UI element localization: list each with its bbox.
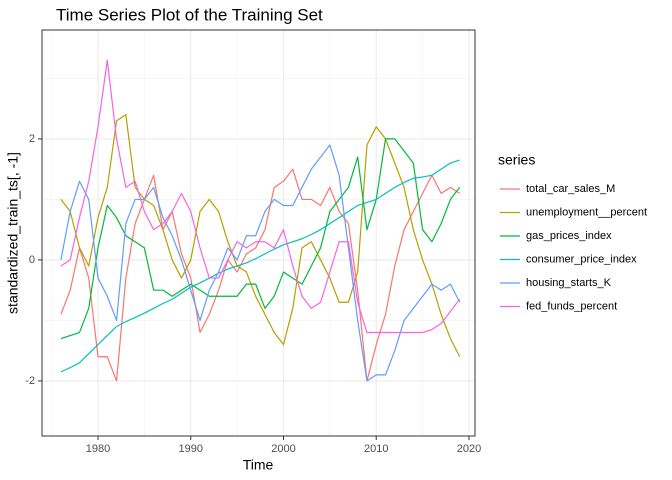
legend-label: total_car_sales_M — [526, 183, 615, 195]
y-tick-label: 2 — [29, 133, 35, 145]
series-line — [60, 159, 460, 373]
y-axis-title: standardized_train_ts[, -1] — [5, 152, 21, 314]
lines — [60, 59, 461, 382]
x-tick-label: 2000 — [271, 443, 295, 455]
y-tick-label: 0 — [29, 254, 35, 266]
legend-label: consumer_price_index — [526, 253, 637, 265]
x-tick-label: 2020 — [457, 443, 481, 455]
legend-label: fed_funds_percent — [526, 300, 617, 312]
chart-title: Time Series Plot of the Training Set — [56, 5, 323, 24]
series-line — [60, 114, 461, 358]
x-axis-title: Time — [243, 457, 274, 473]
series-line — [60, 168, 461, 382]
legend-label: unemployment__percent — [526, 206, 647, 218]
series-line — [60, 138, 461, 340]
legend-title: series — [498, 152, 535, 168]
legend-label: gas_prices_index — [526, 230, 612, 242]
x-tick-label: 1990 — [179, 443, 203, 455]
x-tick-label: 1980 — [86, 443, 110, 455]
panel-border — [41, 29, 476, 437]
grid — [42, 30, 475, 436]
y-tick-label: -2 — [25, 375, 35, 387]
series-line — [60, 144, 461, 382]
legend-label: housing_starts_K — [526, 277, 612, 289]
series-line — [60, 59, 461, 334]
legend: series total_car_sales_M unemployment__pe… — [498, 152, 647, 313]
x-tick-label: 2010 — [364, 443, 388, 455]
